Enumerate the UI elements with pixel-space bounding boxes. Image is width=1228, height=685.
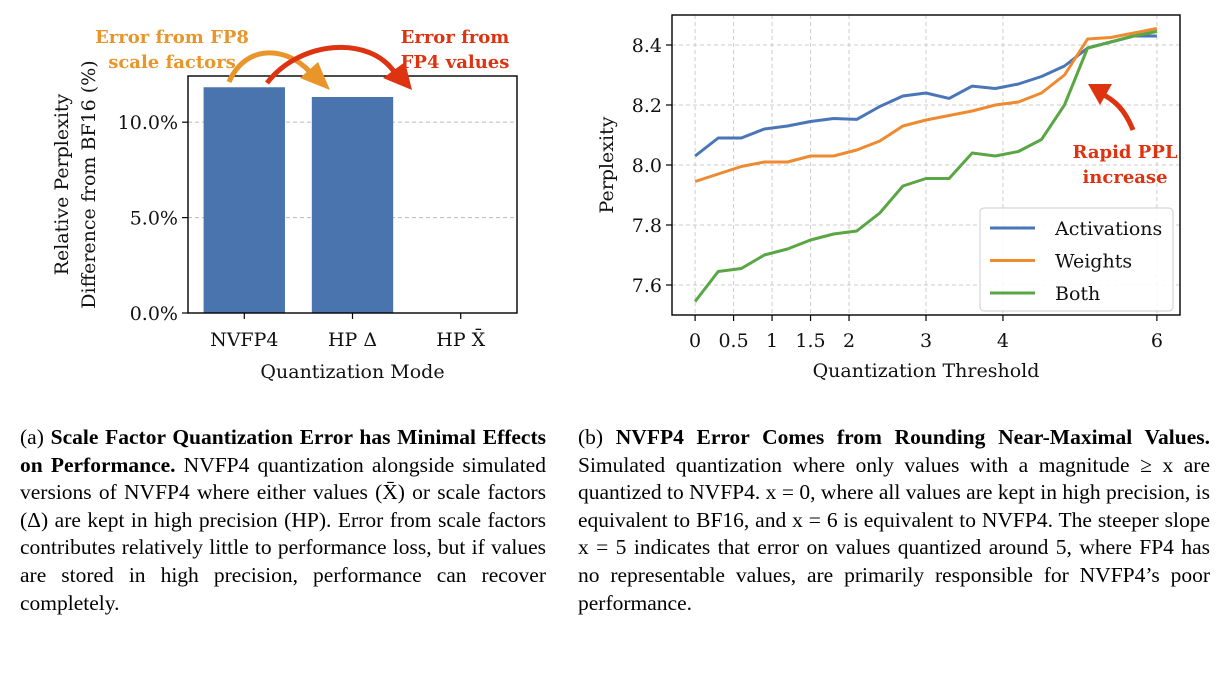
y-tick-label: 8.4	[632, 35, 662, 57]
fp4-arrow	[265, 44, 398, 85]
fp8-arrowhead	[300, 62, 330, 90]
x-tick-label: NVFP4	[210, 329, 278, 351]
caption-a-title: Scale Factor Quantization Error has Mini…	[20, 425, 547, 477]
x-tick-label: 1.5	[795, 330, 825, 352]
y-axis-label: Perplexity	[596, 116, 618, 213]
legend-label: Weights	[1055, 251, 1132, 273]
legend: Activations Weights Both	[979, 207, 1174, 312]
annotation-line1: Rapid PPL	[1072, 142, 1177, 163]
x-tick-label: HP X̄	[436, 328, 485, 351]
annotation-fp4-line1: Error from	[401, 27, 510, 48]
y-tick-label: 0.0%	[130, 303, 178, 325]
y-tick-label: 8.2	[632, 95, 662, 117]
bar	[311, 96, 394, 313]
x-tick-label: 2	[843, 330, 855, 352]
y-tick-label: 10.0%	[118, 112, 178, 134]
y-axis-label-line1: Relative Perplexity	[51, 93, 73, 275]
annotation-arrowhead	[1088, 84, 1112, 105]
x-axis-label: Quantization Threshold	[813, 360, 1040, 382]
caption-a: (a) Scale Factor Quantization Error has …	[20, 424, 546, 617]
y-tick-label: 8.0	[632, 155, 662, 177]
x-tick-label: 0	[689, 330, 701, 352]
caption-b-title: NVFP4 Error Comes from Rounding Near-Max…	[615, 425, 1210, 449]
series-line-weights	[694, 27, 1158, 183]
axes-frame	[671, 14, 1181, 316]
legend-label: Both	[1055, 283, 1100, 305]
caption-a-body: NVFP4 quantization alongside simulated v…	[20, 452, 546, 615]
annotation-fp8-line1: Error from FP8	[95, 27, 249, 48]
caption-a-label: (a)	[20, 425, 44, 449]
y-tick-label: 5.0%	[130, 208, 178, 230]
annotation-fp8-line2: scale factors	[108, 52, 236, 73]
bar	[203, 87, 285, 313]
legend-box	[979, 207, 1174, 312]
fp4-arrowhead	[383, 62, 412, 90]
y-axis-label-line2: Difference from BF16 (%)	[78, 60, 100, 308]
x-tick-label: 3	[920, 330, 932, 352]
axes-frame	[187, 75, 518, 314]
x-tick-label: 4	[997, 330, 1009, 352]
x-tick-label: 6	[1151, 330, 1163, 352]
annotation-arrow	[1098, 90, 1136, 131]
y-tick-label: 7.6	[632, 275, 662, 297]
x-axis-label: Quantization Mode	[260, 361, 444, 383]
caption-b-body: Simulated quantization where only values…	[578, 452, 1210, 615]
x-tick-label: 1	[766, 330, 778, 352]
caption-b: (b) NVFP4 Error Comes from Rounding Near…	[578, 424, 1210, 617]
caption-b-label: (b)	[578, 425, 604, 449]
x-tick-label: 0.5	[718, 330, 748, 352]
annotation-line2: increase	[1082, 167, 1167, 188]
annotation-fp4-line2: FP4 values	[401, 52, 510, 73]
figure: 0.0% 5.0% 10.0% NVFP4 HP Δ HP X̄ Quantization …	[51, 14, 1181, 383]
x-tick-label: HP Δ	[328, 329, 377, 351]
y-tick-label: 7.8	[632, 215, 662, 237]
fp8-arrow	[226, 50, 312, 84]
legend-label: Activations	[1054, 218, 1162, 240]
series-line-activations	[694, 34, 1157, 158]
series-line-both	[693, 30, 1158, 303]
